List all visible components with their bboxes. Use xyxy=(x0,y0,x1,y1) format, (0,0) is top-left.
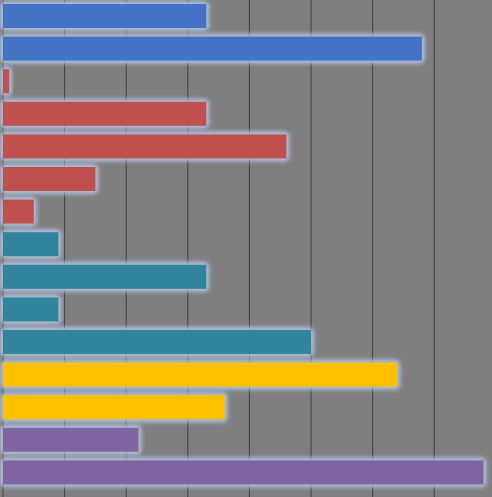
bar xyxy=(0,424,142,455)
bar xyxy=(0,98,210,129)
bar-fill xyxy=(3,101,207,126)
bar-fill xyxy=(3,4,207,28)
bar-fill xyxy=(3,395,225,420)
bar xyxy=(0,33,425,64)
bar-fill xyxy=(3,460,484,485)
bar xyxy=(0,131,290,162)
bar xyxy=(0,327,314,357)
gridlines xyxy=(2,0,435,497)
bar xyxy=(0,66,13,97)
bars xyxy=(0,1,487,488)
bar xyxy=(0,294,62,325)
bar-fill xyxy=(3,69,10,94)
bar xyxy=(0,359,401,390)
bar xyxy=(0,392,228,423)
bar-fill xyxy=(3,297,59,322)
bar-fill xyxy=(3,134,287,159)
bar-fill xyxy=(3,330,311,354)
bar-fill xyxy=(3,362,398,387)
bar-fill xyxy=(3,427,139,452)
bar-fill xyxy=(3,264,207,289)
bar-fill xyxy=(3,36,422,61)
bar xyxy=(0,457,487,488)
bar-fill xyxy=(3,232,59,257)
bar-fill xyxy=(3,167,96,191)
bar-fill xyxy=(3,199,34,224)
bar xyxy=(0,196,37,227)
bar xyxy=(0,1,210,31)
bar xyxy=(0,164,99,194)
bar xyxy=(0,261,210,292)
bar xyxy=(0,229,62,260)
